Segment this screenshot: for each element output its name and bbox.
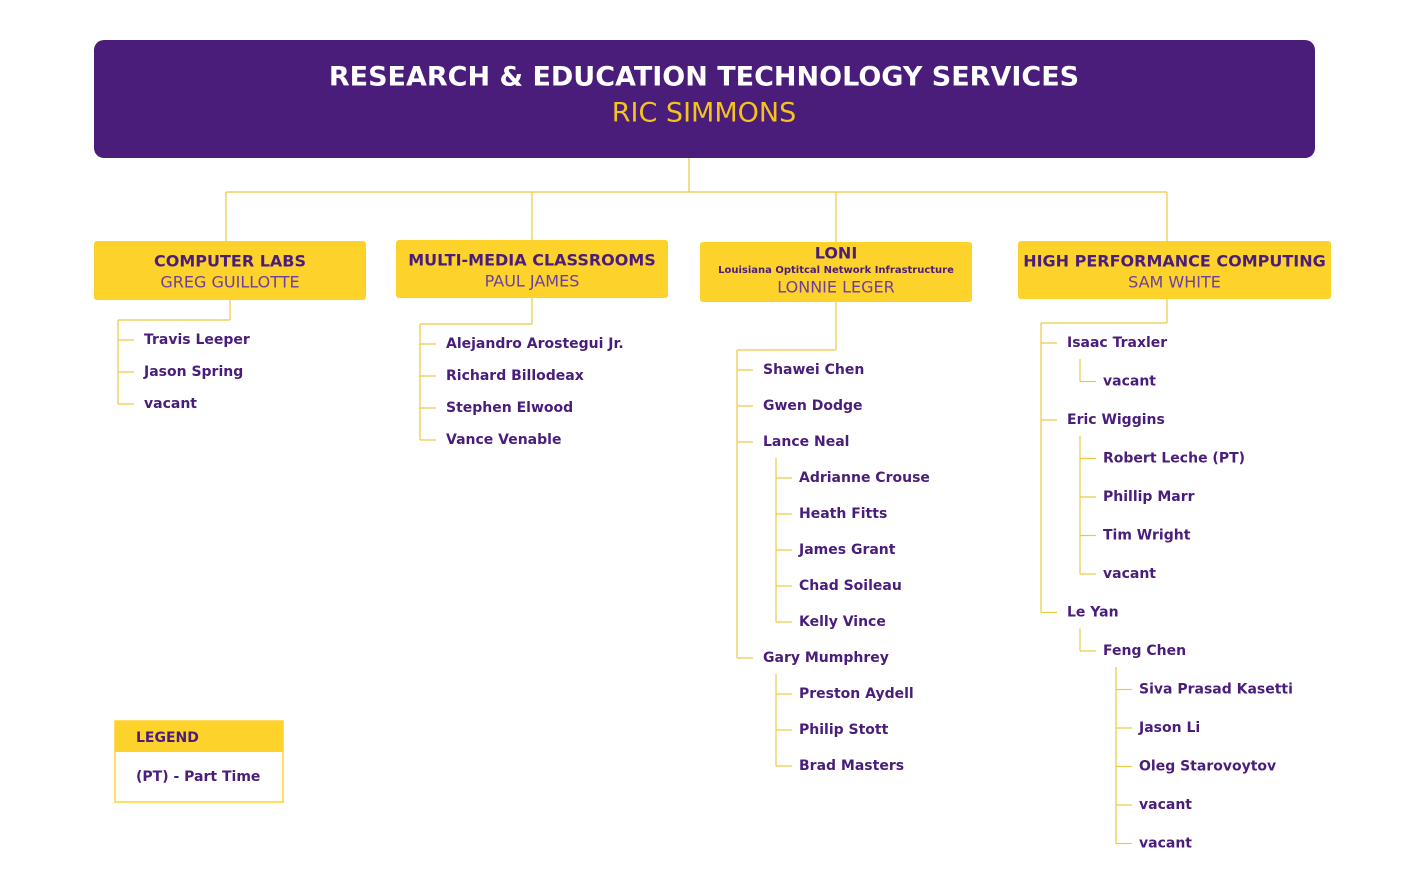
staff-name: Le Yan — [1067, 605, 1119, 621]
staff-name: Brad Masters — [799, 758, 904, 774]
staff-name: Jason Li — [1138, 720, 1200, 736]
staff-name: Richard Billodeax — [446, 368, 584, 384]
staff-name: vacant — [144, 396, 197, 412]
staff-name: Vance Venable — [446, 432, 561, 448]
department-title: LONI — [815, 244, 858, 263]
staff-name: Eric Wiggins — [1067, 412, 1165, 428]
staff-name: Phillip Marr — [1103, 489, 1195, 505]
staff-name: Adrianne Crouse — [799, 470, 930, 486]
staff-name: Jason Spring — [143, 364, 243, 380]
staff-name: vacant — [1139, 797, 1192, 813]
staff-name: Chad Soileau — [799, 578, 902, 594]
staff-name: Oleg Starovoytov — [1139, 759, 1276, 775]
legend-header — [115, 721, 283, 752]
staff-name: Lance Neal — [763, 434, 849, 450]
department-head: GREG GUILLOTTE — [160, 273, 299, 292]
department-box — [396, 240, 668, 298]
legend-item: (PT) - Part Time — [136, 769, 260, 785]
staff-name: Kelly Vince — [799, 614, 886, 630]
staff-name: Stephen Elwood — [446, 400, 573, 416]
staff-name: Travis Leeper — [144, 332, 250, 348]
staff-name: vacant — [1103, 374, 1156, 390]
department-box — [700, 242, 972, 302]
staff-name: Philip Stott — [799, 722, 889, 738]
department-box — [1018, 241, 1331, 299]
staff-name: vacant — [1139, 836, 1192, 852]
staff-name: Preston Aydell — [799, 686, 914, 702]
header-box — [94, 40, 1315, 158]
department-title: HIGH PERFORMANCE COMPUTING — [1023, 252, 1326, 271]
staff-name: Shawei Chen — [763, 362, 864, 378]
header-name: RIC SIMMONS — [612, 98, 796, 129]
department-subtitle: Louisiana Optitcal Network Infrastructur… — [718, 265, 954, 276]
staff-name: Gary Mumphrey — [763, 650, 889, 666]
staff-name: Tim Wright — [1103, 528, 1191, 544]
staff-name: Gwen Dodge — [763, 398, 863, 414]
department-box — [94, 241, 366, 300]
staff-name: Isaac Traxler — [1067, 335, 1167, 351]
staff-name: Heath Fitts — [799, 506, 887, 522]
staff-name: Siva Prasad Kasetti — [1139, 682, 1293, 698]
legend-title: LEGEND — [136, 730, 199, 746]
staff-name: Robert Leche (PT) — [1103, 451, 1245, 467]
staff-name: vacant — [1103, 566, 1156, 582]
department-head: PAUL JAMES — [485, 272, 580, 291]
department-title: COMPUTER LABS — [154, 252, 306, 271]
staff-name: James Grant — [798, 542, 896, 558]
staff-name: Alejandro Arostegui Jr. — [446, 336, 624, 352]
department-title: MULTI-MEDIA CLASSROOMS — [408, 251, 656, 270]
department-head: SAM WHITE — [1128, 273, 1221, 292]
header-title: RESEARCH & EDUCATION TECHNOLOGY SERVICES — [329, 62, 1079, 93]
staff-name: Feng Chen — [1103, 643, 1186, 659]
department-head: LONNIE LEGER — [777, 278, 894, 297]
